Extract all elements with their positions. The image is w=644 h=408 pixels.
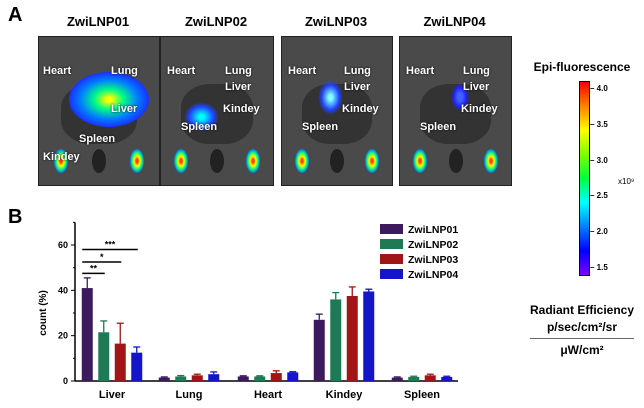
bar: [81, 288, 93, 381]
organ-label: Heart: [288, 65, 317, 77]
colorbar-multiplier: x10⁹: [618, 177, 635, 186]
bar: [313, 319, 325, 381]
organ-label: Heart: [43, 65, 72, 77]
y-tick-label: 0: [63, 376, 68, 386]
organ-label: Heart: [406, 65, 435, 77]
legend-label: ZwiLNP03: [408, 254, 458, 266]
organ-label: Spleen: [420, 121, 457, 133]
image-title: ZwiLNP01: [66, 14, 130, 29]
legend-label: ZwiLNP02: [408, 239, 458, 251]
bar: [208, 374, 220, 381]
organ-fluorescence-image: Heart Lung Liver Spleen Kindey: [399, 36, 512, 186]
organ-label: Spleen: [181, 121, 218, 133]
bar: [391, 377, 403, 381]
bar-chart: 0 20 40 60 count (%) Liver Lung Heart Kindey Sple…: [38, 221, 458, 401]
colorbar-tick: – 2.5: [590, 191, 608, 201]
organ-label: Kindey: [342, 103, 379, 115]
organ-fluorescence-image: Heart Lung Liver Spleen Kindey: [160, 36, 274, 186]
organ-label: Liver: [344, 81, 371, 93]
organ-label: Spleen: [302, 121, 339, 133]
bar: [408, 376, 420, 381]
colorbar-unit-top: Radiant Efficiency: [529, 303, 635, 317]
significance-label: *: [100, 252, 104, 262]
bar: [191, 375, 203, 381]
colorbar-tick: – 3.5: [590, 119, 608, 129]
significance-label: **: [90, 263, 98, 273]
bar: [330, 299, 342, 381]
organ-fluorescence-image: Heart Lung Liver Spleen Kindey: [281, 36, 393, 186]
bar: [270, 373, 282, 381]
colorbar-title: Epi-fluorescence: [533, 60, 631, 74]
y-tick-label: 20: [58, 331, 68, 341]
colorbar-unit-bottom: μW/cm²: [560, 343, 604, 357]
colorbar-tick: – 4.0: [590, 84, 608, 94]
organ-fluorescence-image: Heart Lung Liver Spleen Kindey: [38, 36, 160, 186]
x-tick-label: Liver: [99, 389, 126, 401]
panel-b-label: B: [8, 206, 23, 228]
colorbar-tick: – 1.5: [590, 262, 608, 272]
x-tick-label: Lung: [176, 389, 203, 401]
y-tick-label: 40: [58, 285, 68, 295]
bar: [254, 376, 266, 381]
legend-swatch: [380, 269, 403, 279]
image-title: ZwiLNP02: [184, 14, 248, 29]
organ-label: Liver: [463, 81, 490, 93]
legend-swatch: [380, 254, 403, 264]
image-title: ZwiLNP04: [423, 14, 486, 29]
y-tick-label: 60: [58, 240, 68, 250]
bar: [424, 375, 436, 381]
organ-label: Kindey: [43, 151, 80, 163]
bar: [175, 376, 187, 381]
bar: [363, 291, 375, 381]
organ-label: Lung: [463, 65, 490, 77]
colorbar-tick: – 2.0: [590, 227, 608, 237]
bar: [131, 352, 143, 381]
legend-label: ZwiLNP01: [408, 224, 458, 236]
bar: [114, 343, 126, 381]
organ-label: Lung: [344, 65, 371, 77]
bar: [98, 332, 110, 381]
bar: [158, 377, 170, 381]
organ-label: Heart: [167, 65, 196, 77]
bar: [441, 376, 453, 381]
image-title: ZwiLNP03: [304, 14, 368, 29]
organ-label: Kindey: [223, 103, 260, 115]
organ-label: Liver: [111, 103, 138, 115]
x-tick-label: Spleen: [404, 389, 440, 401]
organ-label: Lung: [111, 65, 138, 77]
legend-swatch: [380, 239, 403, 249]
colorbar-unit-mid: p/sec/cm²/sr: [546, 320, 618, 334]
organ-label: Spleen: [79, 133, 116, 145]
significance-label: ***: [105, 240, 116, 250]
organ-label: Kindey: [461, 103, 498, 115]
organ-label: Lung: [225, 65, 252, 77]
colorbar: [579, 81, 590, 276]
bar: [346, 296, 358, 381]
organ-label: Liver: [225, 81, 252, 93]
bar: [287, 372, 299, 381]
legend-swatch: [380, 224, 403, 234]
x-tick-label: Kindey: [326, 389, 364, 401]
panel-a-label: A: [8, 4, 23, 26]
y-axis-label: count (%): [38, 290, 49, 336]
colorbar-tick: – 3.0: [590, 155, 608, 165]
bar: [237, 376, 249, 381]
legend-label: ZwiLNP04: [408, 269, 458, 281]
x-tick-label: Heart: [254, 389, 282, 401]
colorbar-divider: [530, 338, 634, 339]
